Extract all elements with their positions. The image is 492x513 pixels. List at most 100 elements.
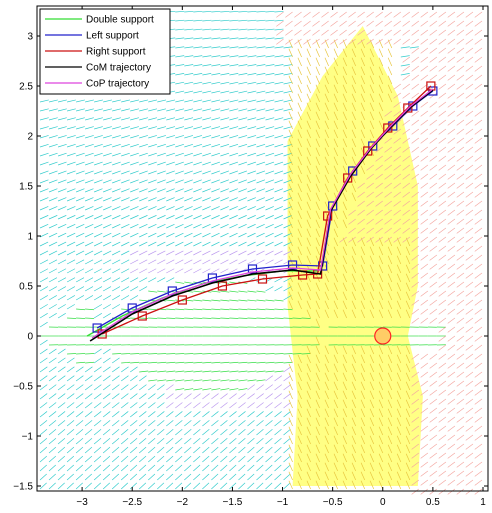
field-arrow (102, 411, 111, 418)
field-arrow (342, 66, 348, 76)
field-arrow (39, 446, 48, 454)
field-arrow (297, 381, 302, 391)
field-arrow (411, 38, 420, 45)
field-arrow (315, 84, 320, 94)
field-arrow (238, 64, 248, 67)
field-arrow (474, 443, 483, 450)
field-arrow (357, 182, 365, 189)
field-arrow (387, 381, 393, 391)
field-arrow (229, 188, 238, 193)
field-arrow (66, 206, 76, 211)
field-arrow (184, 28, 194, 31)
field-arrow (324, 75, 329, 85)
field-arrow (229, 388, 239, 391)
field-arrow (247, 308, 257, 311)
field-arrow (94, 135, 103, 139)
field-arrow (102, 268, 112, 274)
field-arrow (102, 420, 111, 427)
field-arrow (303, 38, 311, 45)
field-arrow (283, 117, 293, 121)
field-arrow (465, 371, 474, 378)
field-arrow (324, 165, 329, 175)
field-arrow (438, 38, 447, 45)
field-arrow (148, 361, 158, 364)
field-arrow (288, 228, 293, 238)
field-arrow (405, 471, 411, 481)
field-arrow (474, 470, 483, 477)
field-arrow (184, 308, 194, 311)
field-arrow (283, 206, 292, 211)
field-arrow (283, 197, 293, 202)
field-arrow (193, 28, 203, 31)
field-arrow (474, 191, 483, 198)
field-arrow (324, 291, 329, 301)
field-arrow (130, 286, 139, 292)
field-arrow (157, 361, 167, 364)
field-arrow (429, 434, 438, 441)
field-arrow (229, 420, 237, 427)
field-arrow (351, 48, 357, 58)
field-arrow (438, 209, 447, 216)
field-arrow (288, 219, 293, 229)
field-arrow (456, 425, 465, 432)
field-arrow (274, 90, 284, 94)
field-arrow (456, 155, 465, 162)
field-arrow (465, 326, 474, 333)
field-arrow (121, 206, 130, 211)
field-arrow (93, 250, 103, 256)
field-arrow (184, 370, 194, 373)
field-arrow (121, 215, 130, 220)
field-arrow (447, 389, 456, 396)
field-arrow (387, 426, 393, 436)
field-arrow (93, 197, 103, 202)
field-arrow (175, 135, 185, 139)
field-arrow (456, 218, 465, 225)
field-arrow (438, 344, 447, 351)
field-arrow (175, 161, 184, 166)
field-arrow (175, 108, 185, 112)
field-arrow (211, 268, 220, 274)
field-arrow (474, 326, 483, 333)
field-arrow (84, 464, 93, 472)
field-arrow (351, 57, 357, 67)
field-arrow (465, 353, 474, 360)
field-arrow (297, 291, 302, 301)
field-arrow (211, 290, 221, 293)
field-arrow (256, 361, 266, 364)
field-arrow (84, 366, 93, 373)
field-arrow (112, 170, 121, 175)
field-arrow (438, 146, 447, 153)
field-arrow (474, 353, 483, 360)
field-arrow (333, 138, 338, 148)
field-arrow (306, 417, 311, 427)
field-arrow (297, 210, 302, 220)
field-arrow (315, 318, 320, 328)
field-arrow (297, 480, 302, 490)
field-arrow (360, 300, 366, 310)
field-arrow (342, 246, 348, 256)
field-arrow (121, 135, 130, 139)
field-arrow (274, 135, 284, 139)
field-arrow (402, 20, 411, 27)
field-arrow (148, 188, 157, 193)
field-arrow (378, 480, 384, 490)
field-arrow (202, 482, 210, 490)
field-arrow (238, 429, 246, 436)
field-arrow (57, 455, 66, 463)
field-arrow (265, 143, 275, 148)
field-arrow (447, 308, 456, 315)
field-arrow (111, 446, 120, 454)
field-arrow (193, 90, 203, 94)
field-arrow (184, 241, 193, 247)
field-arrow (48, 277, 58, 283)
field-arrow (66, 304, 75, 310)
field-arrow (474, 164, 483, 171)
field-arrow (220, 143, 230, 148)
field-arrow (139, 370, 149, 373)
field-arrow (120, 420, 129, 427)
field-arrow (157, 473, 165, 481)
field-arrow (220, 108, 230, 112)
field-arrow (456, 362, 465, 369)
field-arrow (247, 370, 257, 373)
field-arrow (369, 480, 375, 490)
